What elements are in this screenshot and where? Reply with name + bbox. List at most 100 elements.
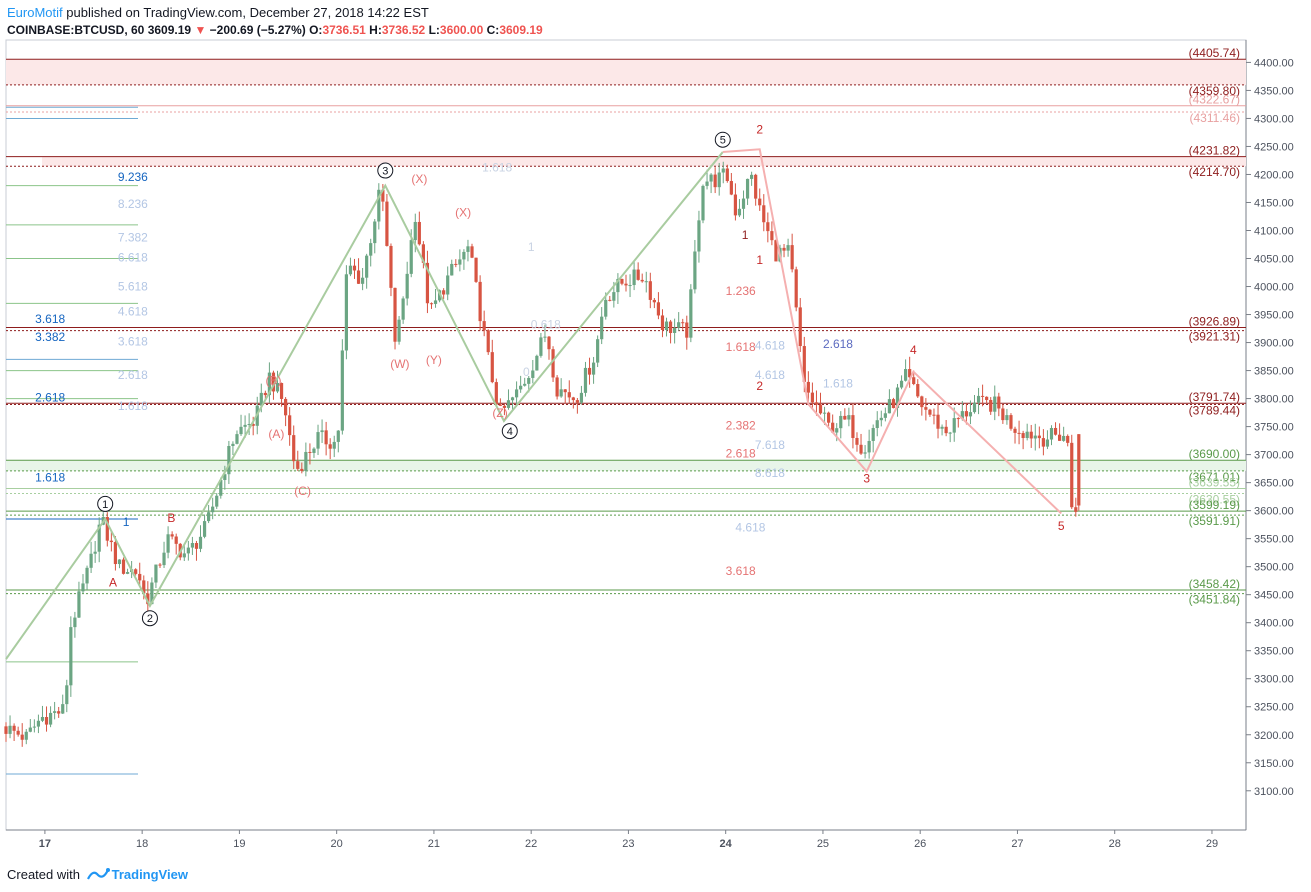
candle-body — [53, 711, 57, 713]
fib-level-label: 1 — [123, 515, 130, 529]
fib-level-label: 3.618 — [118, 334, 148, 348]
candle-body — [709, 174, 713, 182]
fib-level-label: 1.618 — [726, 340, 756, 354]
candle-body — [733, 194, 738, 216]
level-label: (3789.44) — [1189, 403, 1240, 417]
time-tick-label: 29 — [1206, 838, 1218, 850]
resistance-zone — [6, 59, 1246, 85]
resistance-zone — [42, 156, 1246, 167]
candle-body — [786, 245, 790, 251]
price-tick-label: 3750.00 — [1254, 422, 1294, 434]
candle-body — [741, 198, 746, 209]
wave-label: (X) — [411, 172, 427, 186]
candle-body — [948, 432, 952, 434]
candle-body — [640, 279, 644, 282]
candle-body — [891, 399, 896, 409]
fib-level-label: 3.618 — [726, 564, 756, 578]
wave-circle — [97, 495, 114, 512]
candle-body — [668, 321, 673, 333]
tradingview-brand[interactable]: TradingView — [111, 866, 188, 882]
candle-body — [952, 418, 956, 433]
candle-body — [887, 399, 891, 414]
candle-body — [259, 392, 263, 406]
wave-label: (C) — [294, 484, 311, 498]
low-value: 3600.00 — [439, 23, 484, 37]
wave-label: 4 — [507, 426, 513, 438]
candle-body — [369, 243, 373, 256]
candle-body — [65, 685, 69, 705]
candle-body — [300, 468, 304, 472]
candle-body — [466, 246, 470, 252]
price-tick-label: 4050.00 — [1254, 254, 1294, 266]
author-link[interactable]: EuroMotif — [7, 5, 63, 20]
fib-level-label: 1.618 — [35, 471, 65, 485]
candle-body — [381, 189, 385, 202]
candle-body — [575, 400, 579, 403]
candle-body — [843, 415, 847, 420]
candle-body — [239, 426, 243, 435]
time-tick-label: 19 — [233, 838, 245, 850]
high-label: H: — [369, 23, 382, 37]
candle-body — [705, 181, 709, 186]
candle-body — [77, 591, 81, 618]
candle-body — [895, 387, 900, 409]
candle-body — [972, 402, 977, 413]
candle-body — [389, 245, 393, 288]
wave-circle — [141, 610, 158, 627]
wave-label: (Y) — [426, 353, 442, 367]
wave-label: 2 — [756, 123, 763, 137]
last-price: 3609.19 — [147, 23, 192, 37]
candle-body — [1057, 434, 1062, 441]
candle-body — [583, 367, 588, 393]
candle-body — [36, 720, 41, 727]
tradingview-logo-icon — [86, 867, 111, 884]
time-tick-label: 24 — [720, 838, 733, 850]
candle-body — [863, 452, 867, 454]
candle-body — [486, 330, 490, 353]
candle-body — [105, 517, 109, 541]
candle-body — [758, 198, 762, 206]
wave-label: 0.618 — [531, 318, 561, 332]
candle-body — [40, 716, 45, 721]
fib-level-label: 4.618 — [118, 305, 148, 319]
candle-body — [725, 168, 729, 182]
open-value: 3736.51 — [322, 23, 366, 37]
candle-body — [502, 405, 507, 408]
candle-body — [648, 281, 652, 300]
fib-level-label: 5.618 — [118, 279, 148, 293]
candle-body — [332, 441, 336, 449]
candle-body — [474, 257, 478, 282]
support-zone — [6, 460, 1246, 471]
candle-body — [673, 327, 677, 333]
candle-body — [73, 617, 77, 628]
candle-body — [539, 337, 543, 356]
candle-body — [1062, 435, 1066, 441]
price-tick-label: 3400.00 — [1254, 618, 1294, 630]
candle-body — [117, 559, 122, 565]
candle-body — [470, 246, 474, 258]
candle-body — [531, 370, 535, 378]
created-with-text: Created with — [7, 866, 80, 882]
fib-level-label: 6.618 — [118, 250, 148, 264]
candle-body — [721, 168, 725, 173]
close-label: C: — [486, 23, 500, 37]
candle-body — [547, 336, 551, 350]
candle-body — [1066, 435, 1070, 443]
candle-body — [401, 298, 405, 320]
level-label: (4231.82) — [1189, 144, 1240, 158]
candle-body — [263, 392, 267, 396]
candle-body — [681, 322, 685, 324]
candle-body — [81, 583, 85, 592]
candle-body — [1001, 408, 1005, 421]
candle-body — [928, 409, 932, 415]
candle-body — [997, 396, 1001, 409]
candle-body — [482, 321, 486, 331]
fib-level-label: 1.236 — [726, 284, 756, 298]
price-tick-label: 4400.00 — [1254, 57, 1294, 69]
down-arrow-icon: ▼ — [194, 23, 207, 37]
wave-label: 4 — [910, 343, 917, 357]
fib-level-label: 8.618 — [755, 466, 785, 480]
fib-level-label: 8.236 — [118, 197, 148, 211]
candle-body — [587, 367, 592, 375]
